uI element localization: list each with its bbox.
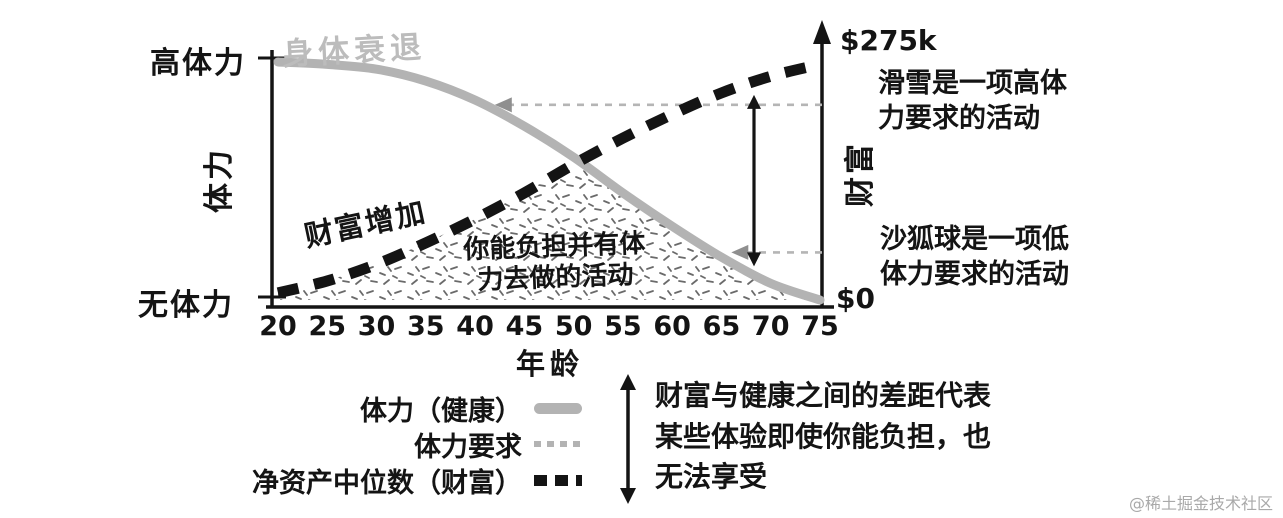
legend-row-requirement: 体力要求 — [250, 426, 582, 463]
gap-arrowhead-down — [620, 488, 636, 504]
chart-dynamic-layer — [278, 164, 820, 300]
legend-row-networth: 净资产中位数（财富） — [250, 462, 582, 499]
annotation-affordable-zone: 你能负担并有体力去做的活动 — [462, 228, 646, 296]
affordable-zone-area — [278, 164, 820, 300]
gap-note-text: 财富与健康之间的差距代表某些体验即使你能负担，也无法享受 — [655, 379, 992, 494]
physical-ability-curve — [273, 57, 825, 305]
legend-label-requirement: 体力要求 — [414, 431, 522, 463]
gap-arrowhead-up — [620, 374, 636, 390]
right-axis-arrowhead — [813, 20, 831, 44]
y-right-top-label: $275k — [840, 24, 937, 57]
legend-swatch-solid-gray — [534, 402, 582, 414]
y-left-axis-title: 体力 — [202, 147, 237, 213]
legend-swatch-dotted-gray — [534, 441, 582, 447]
y-right-axis-title: 财富 — [843, 141, 878, 207]
annotation-skiing: 滑雪是一项高体力要求的活动 — [878, 68, 1067, 135]
legend-swatch-dashed-black — [534, 474, 582, 486]
y-left-top-label: 高体力 — [150, 46, 246, 81]
wealth-curve — [276, 59, 822, 299]
y-right-bottom-label: $0 — [836, 282, 875, 315]
legend-label-physical: 体力（健康） — [360, 395, 522, 427]
activity-gap-arrowhead-up — [747, 94, 761, 109]
gap-double-arrow — [620, 374, 636, 504]
annotation-shuffleboard: 沙狐球是一项低体力要求的活动 — [880, 224, 1069, 291]
activity-gap-arrowhead-down — [747, 252, 761, 267]
watermark: @稀土掘金技术社区 — [1128, 494, 1273, 513]
annotation-body-decline: 身体衰退 — [281, 29, 428, 73]
reference-arrowhead-0 — [494, 97, 512, 113]
x-axis-title: 年龄 — [516, 347, 585, 381]
chart-overlay-layer — [273, 57, 825, 305]
reference-arrowhead-1 — [731, 244, 749, 260]
legend: 体力（健康） 体力要求 净资产中位数（财富） — [250, 390, 582, 499]
legend-label-networth: 净资产中位数（财富） — [252, 467, 522, 499]
y-left-bottom-label: 无体力 — [138, 288, 234, 323]
legend-row-physical: 体力（健康） — [250, 390, 582, 427]
